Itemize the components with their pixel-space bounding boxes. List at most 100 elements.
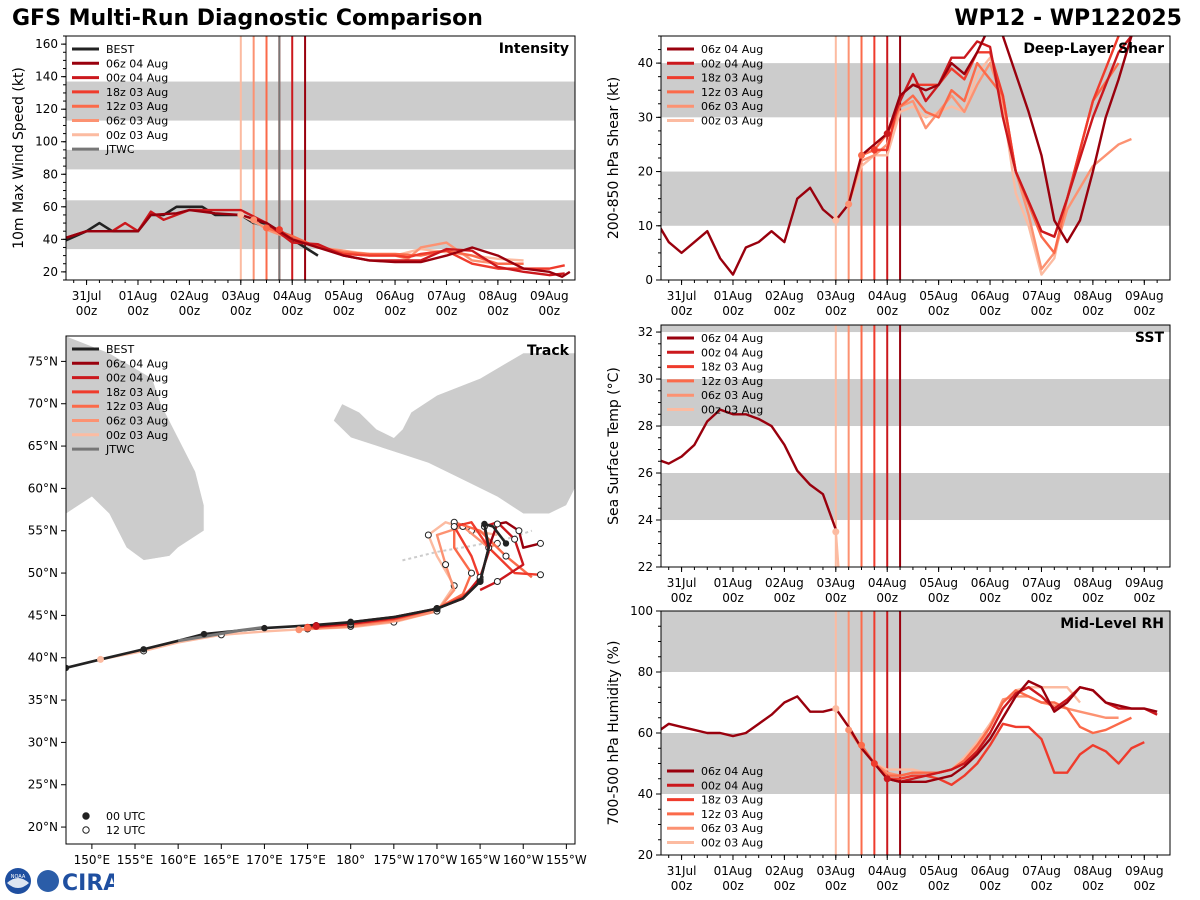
sst-xtick-sublabel: 00z [928,591,950,605]
sst-ytick-label: 26 [638,466,653,480]
rh-legend-label: 00z 04 Aug [701,779,763,792]
track-12utc-marker [493,520,501,528]
intensity-xtick-sublabel: 00z [384,304,406,318]
cira-logo-text: CIRA [62,871,114,896]
shear-xtick-sublabel: 00z [825,304,847,318]
track-legend-label: 12z 03 Aug [106,400,168,413]
shear-ytick-label: 0 [645,273,653,287]
intensity-xtick-label: 04Aug [273,289,312,303]
track-ytick-label: 70°N [28,397,58,411]
shear-legend-label: 00z 03 Aug [701,115,763,128]
intensity-chart: 2040608010012014016031Jul00z01Aug00z02Au… [11,35,576,318]
track-ytick-label: 55°N [28,524,58,538]
track-00utc-marker [476,578,484,585]
track-xtick-label: 170°W [417,853,458,867]
rh-series-line [661,679,1158,783]
intensity-xtick-sublabel: 00z [539,304,561,318]
sst-xtick-sublabel: 00z [1082,591,1104,605]
track-title: Track [527,343,570,359]
rh-threshold-band [661,611,1170,672]
intensity-ytick-label: 120 [35,102,58,116]
shear-chart: 01020304031Jul00z01Aug00z02Aug00z03Aug00… [606,35,1171,318]
intensity-ytick-label: 40 [43,232,58,246]
track-marker-legend-symbol [82,812,90,820]
sst-ytick-label: 32 [638,325,653,339]
track-00utc-marker [481,520,488,528]
intensity-legend-label: 06z 03 Aug [106,115,168,128]
rh-legend-label: 12z 03 Aug [701,808,763,821]
shear-series-line [661,36,1133,276]
noaa-badge-icon: NOAA CIRA [5,868,120,896]
track-marker-legend-label: 00 UTC [106,810,146,823]
intensity-xtick-sublabel: 00z [179,304,201,318]
track-xtick-label: 160°W [503,853,544,867]
track-12utc-marker [424,531,432,539]
shear-ylabel: 200-850 hPa Shear (kt) [606,77,622,239]
intensity-xtick-sublabel: 00z [76,304,98,318]
rh-xtick-label: 31Jul [667,864,697,878]
sst-legend-label: 18z 03 Aug [701,361,763,374]
track-00utc-marker [347,618,354,626]
track-12utc-marker [442,561,450,569]
sst-xtick-label: 03Aug [816,576,855,590]
rh-xtick-sublabel: 00z [979,879,1001,893]
track-legend-label: 00z 04 Aug [106,372,168,385]
rh-xtick-sublabel: 00z [928,879,950,893]
sst-legend-label: 00z 03 Aug [701,404,763,417]
shear-ytick-label: 40 [638,56,653,70]
rh-legend-label: 06z 04 Aug [701,765,763,778]
shear-legend-label: 00z 04 Aug [701,57,763,70]
rh-xtick-label: 02Aug [765,864,804,878]
shear-xtick-sublabel: 00z [979,304,1001,318]
shear-xtick-label: 07Aug [1022,289,1061,303]
sst-xtick-label: 08Aug [1074,576,1113,590]
figure-title-left: GFS Multi-Run Diagnostic Comparison [12,6,483,31]
track-ytick-label: 25°N [28,778,58,792]
track-xtick-label: 155°W [546,853,587,867]
intensity-init-point [237,211,245,219]
rh-ylabel: 700-500 hPa Humidity (%) [606,641,622,826]
shear-xtick-label: 02Aug [765,289,804,303]
rh-xtick-sublabel: 00z [722,879,744,893]
track-marker-legend-symbol [82,826,90,834]
shear-xtick-label: 08Aug [1074,289,1113,303]
rh-ytick-label: 40 [638,787,653,801]
sst-ytick-label: 24 [638,513,653,527]
rh-init-point [883,775,891,783]
intensity-legend-label: 12z 03 Aug [106,100,168,113]
sst-init-point [832,528,840,536]
intensity-legend-label: BEST [106,43,134,56]
rh-xtick-label: 09Aug [1125,864,1164,878]
sst-frame [660,324,1171,568]
shear-init-point [652,217,659,224]
shear-title: Deep-Layer Shear [1023,41,1164,57]
sst-xtick-sublabel: 00z [1031,591,1053,605]
rh-plot-area [661,611,1170,855]
rh-init-point [870,760,878,767]
track-xtick-label: 175°W [373,853,414,867]
track-12utc-marker [511,535,519,543]
intensity-xtick-label: 09Aug [530,289,569,303]
shear-ytick-label: 10 [638,219,653,233]
intensity-legend-label: JTWC [105,143,135,156]
shear-xtick-label: 01Aug [714,289,753,303]
shear-xtick-sublabel: 00z [1134,304,1156,318]
track-xtick-label: 170°E [246,853,283,867]
track-init-point [97,655,105,663]
sst-xtick-sublabel: 00z [671,591,693,605]
track-12utc-marker [536,539,544,547]
intensity-init-point [250,216,258,224]
track-00utc-marker [261,624,268,632]
track-xtick-label: 175°E [289,853,326,867]
intensity-ytick-label: 60 [43,200,58,214]
track-legend-label: JTWC [105,443,135,456]
track-xtick-label: 180° [336,853,365,867]
track-00utc-marker [433,605,441,612]
track-init-point [304,624,312,632]
rh-xtick-sublabel: 00z [825,879,847,893]
sst-xtick-sublabel: 00z [722,591,744,605]
sst-threshold-band [661,379,1170,427]
